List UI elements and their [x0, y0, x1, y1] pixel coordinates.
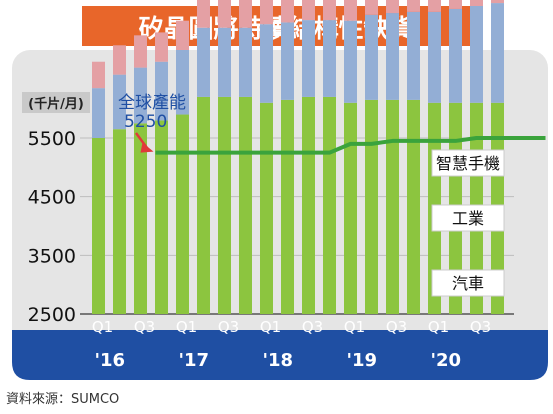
bar-industrial-1: [113, 74, 126, 130]
bar-smartphone-17: [449, 0, 462, 9]
x-tick-label: Q3: [386, 318, 407, 336]
legend-label-industrial: 工業: [452, 209, 484, 228]
bar-smartphone-3: [155, 32, 168, 62]
legend-label-auto: 汽車: [452, 274, 484, 293]
bar-smartphone-15: [407, 0, 420, 12]
bar-industrial-12: [344, 20, 357, 103]
bar-auto-0: [92, 138, 105, 314]
bar-industrial-14: [386, 13, 399, 100]
bar-auto-13: [365, 99, 378, 314]
bar-auto-8: [260, 102, 273, 314]
capacity-value-label: 5250: [124, 112, 167, 132]
x-tick-label: Q1: [344, 318, 365, 336]
x-tick-label: Q3: [218, 318, 239, 336]
bar-auto-4: [176, 114, 189, 315]
bar-auto-6: [218, 96, 231, 314]
legend-label-smartphone: 智慧手機: [436, 154, 500, 173]
bar-auto-9: [281, 99, 294, 314]
bar-smartphone-0: [92, 61, 105, 89]
bar-auto-10: [302, 96, 315, 314]
year-axis-band: [12, 330, 548, 380]
bar-industrial-13: [365, 14, 378, 100]
capacity-label: 全球產能: [118, 93, 186, 113]
x-tick-label: Q1: [92, 318, 113, 336]
bar-smartphone-1: [113, 45, 126, 75]
bar-industrial-5: [197, 27, 210, 97]
bar-industrial-9: [281, 22, 294, 100]
bar-smartphone-16: [428, 0, 441, 12]
x-tick-label: Q1: [176, 318, 197, 336]
bar-industrial-17: [449, 8, 462, 103]
bar-industrial-6: [218, 27, 231, 97]
bar-auto-1: [113, 129, 126, 314]
x-tick-label: Q3: [302, 318, 323, 336]
bar-smartphone-6: [218, 0, 231, 28]
bar-smartphone-4: [176, 20, 189, 50]
legend-box-industrial: [431, 204, 505, 232]
bar-auto-3: [155, 120, 168, 315]
bar-smartphone-10: [302, 0, 315, 21]
year-label: '17: [179, 350, 210, 371]
bar-industrial-7: [239, 27, 252, 97]
bar-industrial-16: [428, 11, 441, 103]
year-label: '18: [263, 350, 294, 371]
x-tick-label: Q3: [470, 318, 491, 336]
unit-label: (千片/月): [28, 96, 84, 112]
bar-auto-15: [407, 99, 420, 314]
x-tick-label: Q3: [134, 318, 155, 336]
x-tick-label: Q1: [428, 318, 449, 336]
bar-industrial-18: [470, 6, 483, 103]
source-note: 資料來源：SUMCO: [6, 392, 120, 407]
y-tick-label: 4500: [28, 187, 76, 209]
bar-smartphone-19: [491, 0, 504, 4]
bar-smartphone-7: [239, 0, 252, 28]
y-tick-label: 2500: [28, 304, 76, 326]
capacity-line: [155, 136, 546, 155]
bar-smartphone-8: [260, 0, 273, 25]
y-tick-label: 5500: [28, 128, 76, 150]
bar-smartphone-18: [470, 0, 483, 6]
bar-auto-12: [344, 102, 357, 314]
bar-industrial-19: [491, 3, 504, 103]
bar-smartphone-13: [365, 0, 378, 15]
bar-smartphone-2: [134, 35, 147, 68]
capacity-arrow-head: [140, 142, 154, 153]
bar-auto-14: [386, 99, 399, 314]
bar-smartphone-12: [344, 0, 357, 21]
unit-label-box: [22, 92, 90, 113]
bar-auto-2: [134, 123, 147, 314]
bar-auto-11: [323, 96, 336, 314]
bar-industrial-15: [407, 11, 420, 100]
legend-box-auto: [431, 269, 505, 297]
bar-auto-5: [197, 96, 210, 314]
year-label: '19: [347, 350, 378, 371]
bar-smartphone-9: [281, 0, 294, 23]
bar-auto-7: [239, 96, 252, 314]
year-label: '16: [95, 350, 126, 371]
bar-industrial-3: [155, 61, 168, 121]
y-tick-label: 3500: [28, 245, 76, 267]
bar-industrial-0: [92, 88, 105, 138]
bar-industrial-11: [323, 20, 336, 97]
legend-box-smartphone: [431, 149, 505, 177]
bar-smartphone-11: [323, 0, 336, 21]
x-tick-label: Q1: [260, 318, 281, 336]
bar-industrial-4: [176, 50, 189, 115]
bar-industrial-2: [134, 67, 147, 124]
bar-smartphone-14: [386, 0, 399, 14]
bar-industrial-10: [302, 20, 315, 97]
bar-smartphone-5: [197, 0, 210, 28]
bar-industrial-8: [260, 24, 273, 103]
year-label: '20: [431, 350, 462, 371]
